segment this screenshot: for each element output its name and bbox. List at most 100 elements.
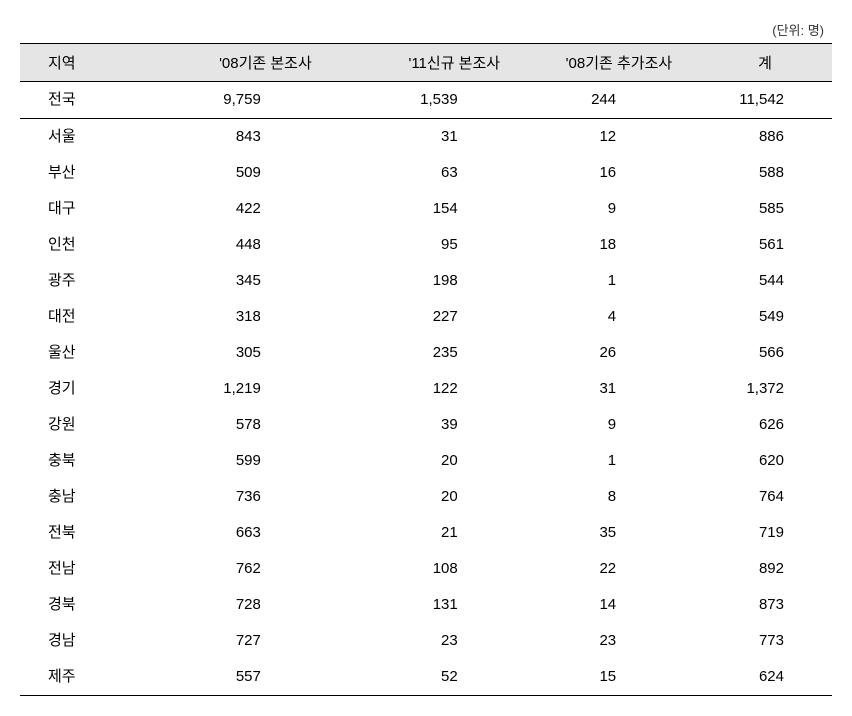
cell-value: 663: [162, 515, 369, 551]
cell-value: 509: [162, 155, 369, 191]
cell-value: 31: [369, 119, 540, 156]
table-row: 충남736208764: [20, 479, 832, 515]
cell-value: 762: [162, 551, 369, 587]
cell-value: 728: [162, 587, 369, 623]
table-row: 경남7272323773: [20, 623, 832, 659]
cell-value: 12: [540, 119, 698, 156]
cell-value: 108: [369, 551, 540, 587]
cell-value: 719: [698, 515, 832, 551]
cell-value: 892: [698, 551, 832, 587]
cell-region: 대전: [20, 299, 162, 335]
cell-value: 8: [540, 479, 698, 515]
cell-value: 9: [540, 407, 698, 443]
cell-value: 549: [698, 299, 832, 335]
header-col4: 계: [698, 44, 832, 82]
cell-region: 서울: [20, 119, 162, 156]
header-col2: '11신규 본조사: [369, 44, 540, 82]
cell-region: 충북: [20, 443, 162, 479]
cell-value: 620: [698, 443, 832, 479]
cell-value: 20: [369, 479, 540, 515]
cell-value: 23: [540, 623, 698, 659]
cell-value: 588: [698, 155, 832, 191]
table-row: 인천4489518561: [20, 227, 832, 263]
cell-value: 154: [369, 191, 540, 227]
cell-region: 경기: [20, 371, 162, 407]
cell-region: 강원: [20, 407, 162, 443]
cell-region: 울산: [20, 335, 162, 371]
cell-value: 624: [698, 659, 832, 696]
header-region: 지역: [20, 44, 162, 82]
cell-value: 626: [698, 407, 832, 443]
cell-value: 22: [540, 551, 698, 587]
cell-value: 198: [369, 263, 540, 299]
cell-region: 경북: [20, 587, 162, 623]
cell-value: 544: [698, 263, 832, 299]
cell-value: 578: [162, 407, 369, 443]
table-row: 경북72813114873: [20, 587, 832, 623]
cell-value: 63: [369, 155, 540, 191]
header-col1: '08기존 본조사: [162, 44, 369, 82]
table-wrapper: (단위: 명) 지역 '08기존 본조사 '11신규 본조사 '08기존 추가조…: [20, 20, 832, 696]
header-col3: '08기존 추가조사: [540, 44, 698, 82]
table-row: 전북6632135719: [20, 515, 832, 551]
table-row: 부산5096316588: [20, 155, 832, 191]
cell-value: 1,539: [369, 82, 540, 119]
table-row: 강원578399626: [20, 407, 832, 443]
cell-value: 39: [369, 407, 540, 443]
cell-value: 727: [162, 623, 369, 659]
cell-value: 557: [162, 659, 369, 696]
cell-value: 95: [369, 227, 540, 263]
cell-value: 9: [540, 191, 698, 227]
cell-value: 15: [540, 659, 698, 696]
cell-value: 764: [698, 479, 832, 515]
cell-value: 422: [162, 191, 369, 227]
cell-value: 227: [369, 299, 540, 335]
cell-value: 843: [162, 119, 369, 156]
cell-value: 886: [698, 119, 832, 156]
table-row: 대전3182274549: [20, 299, 832, 335]
cell-region: 대구: [20, 191, 162, 227]
cell-region: 제주: [20, 659, 162, 696]
cell-value: 16: [540, 155, 698, 191]
cell-value: 35: [540, 515, 698, 551]
survey-table: 지역 '08기존 본조사 '11신규 본조사 '08기존 추가조사 계 전국 9…: [20, 43, 832, 696]
cell-value: 736: [162, 479, 369, 515]
cell-value: 305: [162, 335, 369, 371]
cell-value: 235: [369, 335, 540, 371]
cell-value: 18: [540, 227, 698, 263]
cell-value: 11,542: [698, 82, 832, 119]
table-row: 광주3451981544: [20, 263, 832, 299]
table-row: 경기1,219122311,372: [20, 371, 832, 407]
cell-value: 318: [162, 299, 369, 335]
cell-value: 31: [540, 371, 698, 407]
table-row: 제주5575215624: [20, 659, 832, 696]
cell-value: 20: [369, 443, 540, 479]
cell-region: 광주: [20, 263, 162, 299]
cell-value: 122: [369, 371, 540, 407]
table-row: 울산30523526566: [20, 335, 832, 371]
cell-value: 14: [540, 587, 698, 623]
cell-value: 21: [369, 515, 540, 551]
cell-value: 773: [698, 623, 832, 659]
cell-region: 전북: [20, 515, 162, 551]
table-row: 충북599201620: [20, 443, 832, 479]
table-row: 전남76210822892: [20, 551, 832, 587]
cell-value: 599: [162, 443, 369, 479]
cell-value: 1,372: [698, 371, 832, 407]
cell-value: 131: [369, 587, 540, 623]
cell-region: 충남: [20, 479, 162, 515]
cell-region: 전국: [20, 82, 162, 119]
unit-label: (단위: 명): [20, 20, 832, 39]
cell-value: 1: [540, 263, 698, 299]
cell-value: 1: [540, 443, 698, 479]
cell-region: 전남: [20, 551, 162, 587]
cell-value: 4: [540, 299, 698, 335]
cell-region: 인천: [20, 227, 162, 263]
cell-value: 561: [698, 227, 832, 263]
cell-value: 873: [698, 587, 832, 623]
table-row: 대구4221549585: [20, 191, 832, 227]
table-total-row: 전국 9,759 1,539 244 11,542: [20, 82, 832, 119]
cell-value: 345: [162, 263, 369, 299]
cell-value: 244: [540, 82, 698, 119]
cell-value: 52: [369, 659, 540, 696]
